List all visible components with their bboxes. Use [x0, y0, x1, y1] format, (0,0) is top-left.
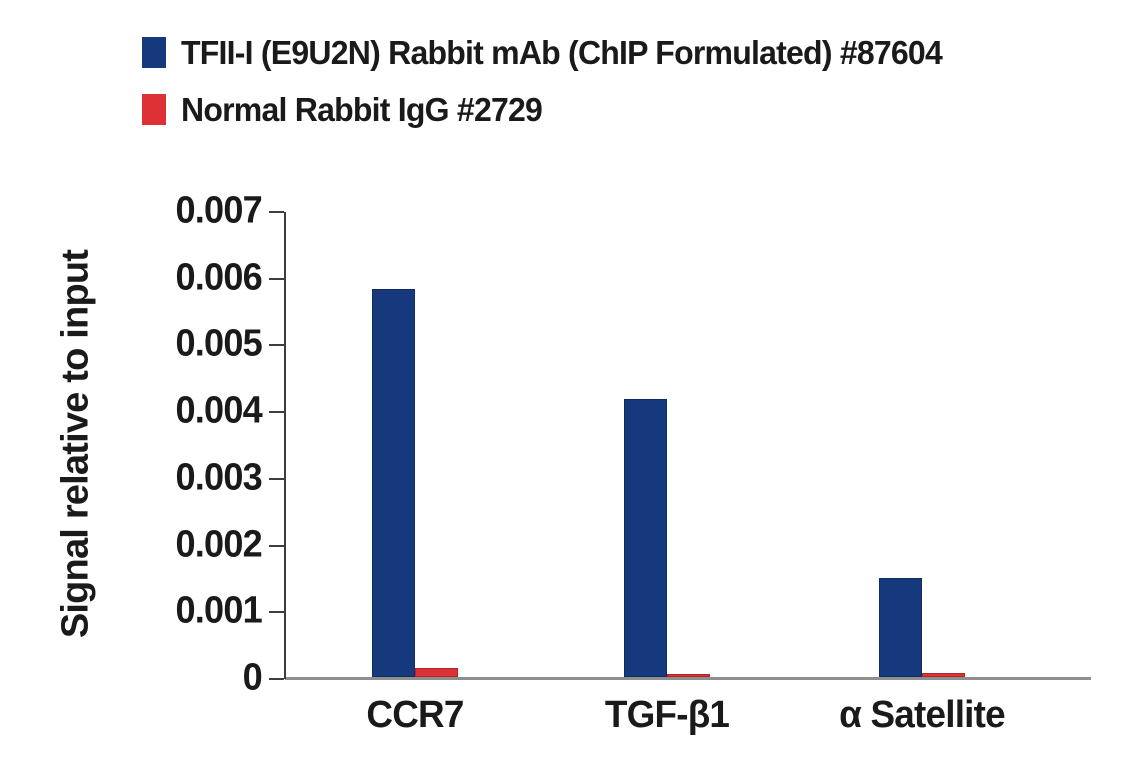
y-tick-mark: [269, 411, 284, 414]
chart-legend: TFII-I (E9U2N) Rabbit mAb (ChIP Formulat…: [142, 33, 966, 128]
bar-tgf-1-mab: [624, 398, 667, 677]
legend-label: Normal Rabbit IgG #2729: [181, 90, 543, 128]
y-tick-label: 0.003: [175, 456, 262, 499]
bar-satellite-igg: [921, 672, 965, 677]
legend-item-0: TFII-I (E9U2N) Rabbit mAb (ChIP Formulat…: [142, 33, 966, 71]
red-square-icon: [142, 94, 166, 125]
y-tick-mark: [269, 611, 284, 614]
y-tick-label: 0.007: [175, 189, 262, 232]
y-tick-mark: [269, 211, 284, 213]
y-tick-mark: [269, 344, 284, 347]
y-axis-line: [284, 212, 286, 679]
legend-item-1: Normal Rabbit IgG #2729: [142, 90, 966, 128]
legend-label: TFII-I (E9U2N) Rabbit mAb (ChIP Formulat…: [181, 33, 943, 71]
y-axis-title-text: Signal relative to input: [54, 249, 97, 639]
bar-tgf-1-igg: [667, 674, 710, 677]
y-tick-label: 0.005: [175, 323, 262, 366]
bar-satellite-mab: [878, 577, 922, 677]
y-tick-mark: [269, 544, 284, 547]
blue-square-icon: [142, 37, 166, 68]
bar-ccr7-igg: [414, 668, 458, 677]
x-axis-line: [285, 677, 1091, 680]
bar-ccr7-mab: [371, 288, 415, 677]
x-label-tgf-1: TGF-β1: [604, 694, 730, 736]
y-tick-mark: [269, 277, 284, 280]
y-tick-label: 0: [242, 656, 263, 699]
y-tick-mark: [269, 678, 284, 680]
y-tick-label: 0.006: [175, 256, 262, 299]
y-tick-mark: [269, 477, 284, 480]
y-tick-label: 0.004: [175, 389, 262, 432]
y-tick-label: 0.002: [175, 523, 262, 566]
x-label-ccr7: CCR7: [365, 694, 464, 736]
x-label-satellite: α Satellite: [838, 694, 1006, 736]
y-tick-label: 0.001: [175, 589, 262, 632]
